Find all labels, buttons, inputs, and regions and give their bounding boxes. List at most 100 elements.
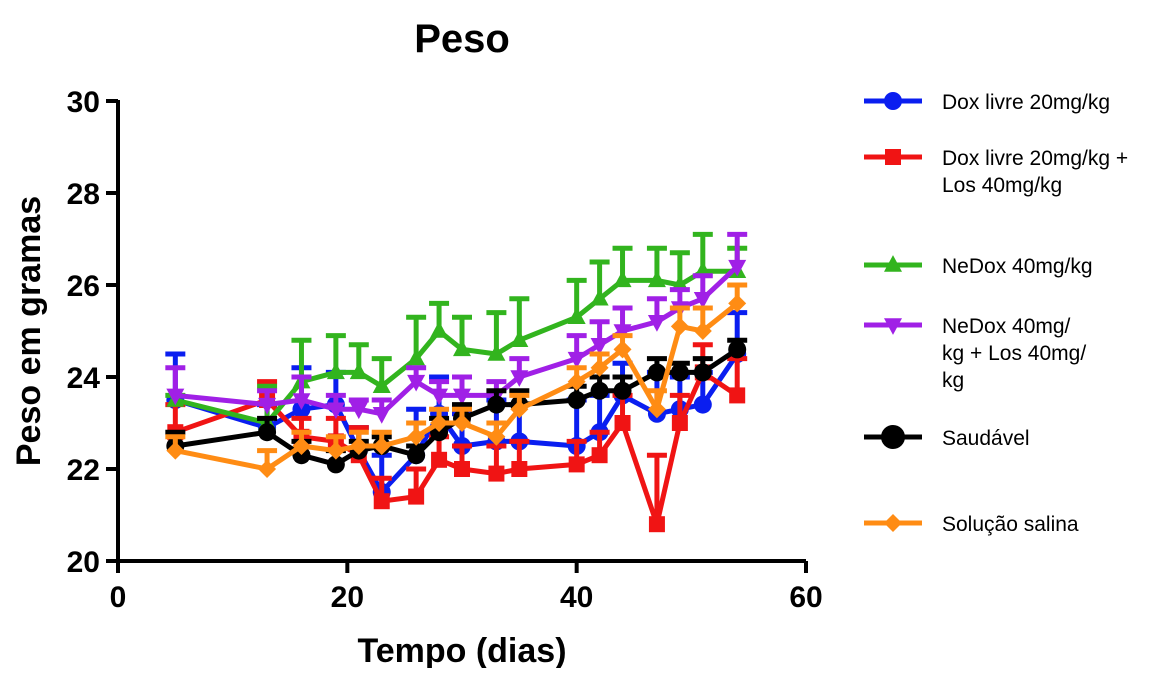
data-point	[728, 259, 747, 277]
legend-label-line: kg + Los 40mg/	[942, 342, 1086, 365]
legend-marker	[881, 425, 905, 449]
data-point	[166, 441, 185, 460]
y-tick-label: 24	[67, 362, 101, 395]
data-point	[487, 427, 506, 446]
data-point	[292, 393, 311, 410]
x-tick-label: 60	[789, 581, 822, 614]
data-point	[510, 370, 529, 387]
y-tick-label: 26	[67, 270, 100, 303]
data-point	[408, 488, 425, 505]
data-point	[728, 340, 747, 359]
y-tick-label: 22	[67, 454, 100, 487]
data-point	[372, 437, 391, 455]
data-point	[511, 461, 528, 477]
data-point	[453, 388, 471, 406]
data-point	[166, 388, 185, 406]
legend-label: Solução salina	[942, 513, 1079, 536]
data-point	[453, 339, 471, 357]
legend-label: Dox livre 20mg/kg + Los 40mg/kg	[942, 147, 1128, 197]
data-point	[430, 414, 449, 432]
data-point	[647, 400, 666, 419]
x-tick-label: 20	[331, 581, 364, 614]
legend-marker	[884, 318, 902, 335]
data-point	[567, 391, 586, 409]
data-point	[258, 423, 277, 442]
legend-label-line: Solução salina	[942, 513, 1079, 536]
data-point	[349, 362, 368, 380]
data-point	[487, 395, 506, 414]
data-point	[292, 437, 311, 455]
data-point	[326, 362, 345, 380]
legend-entry-1: Dox livre 20mg/kg	[864, 91, 1110, 114]
data-point	[693, 322, 712, 340]
legend-label-line: Dox livre 20mg/kg +	[942, 147, 1128, 170]
data-point	[648, 516, 665, 533]
data-point	[430, 388, 449, 406]
legend-label: NeDox 40mg/kg	[942, 255, 1093, 278]
legend-marker	[884, 255, 902, 272]
data-point	[258, 397, 277, 415]
data-point	[729, 387, 746, 404]
data-point	[693, 363, 712, 382]
data-point	[693, 395, 712, 414]
data-point	[590, 288, 609, 306]
data-point	[590, 338, 609, 355]
data-point	[613, 381, 632, 400]
data-point	[567, 372, 586, 391]
legend-entry-6: Solução salina	[864, 513, 1079, 536]
data-point	[373, 493, 390, 510]
x-tick-label: 40	[560, 581, 593, 614]
data-point	[647, 315, 666, 332]
legend-label-line: NeDox 40mg/	[942, 315, 1071, 338]
x-tick-label: 0	[110, 581, 127, 614]
data-point	[670, 363, 689, 382]
legend-marker	[884, 92, 902, 110]
data-point	[430, 321, 449, 338]
legend-entry-3: NeDox 40mg/kg	[864, 255, 1093, 278]
legend-label: Dox livre 20mg/kg	[942, 91, 1110, 114]
data-point	[647, 363, 666, 382]
legend-label-line: Dox livre 20mg/kg	[942, 91, 1110, 114]
legend-label-line: kg	[942, 369, 964, 392]
legend-marker	[885, 149, 901, 165]
data-point	[326, 455, 345, 474]
data-point	[670, 317, 689, 336]
data-point	[567, 307, 586, 324]
legend-label: Saudável	[942, 427, 1030, 450]
legend-entry-2: Dox livre 20mg/kg + Los 40mg/kg	[864, 147, 1128, 197]
legend-label-line: Los 40mg/kg	[942, 174, 1062, 197]
data-point	[613, 340, 632, 359]
plot-area	[165, 231, 748, 533]
data-point	[407, 348, 426, 366]
legend-entry-4: NeDox 40mg/kg + Los 40mg/kg	[864, 315, 1086, 392]
y-tick-label: 28	[67, 178, 100, 211]
data-point	[590, 358, 609, 377]
data-point	[590, 381, 609, 400]
legend-marker	[884, 514, 902, 532]
legend-entry-5: Saudável	[864, 425, 1030, 450]
data-point	[567, 351, 586, 369]
data-point	[372, 407, 391, 424]
data-point	[728, 294, 747, 313]
y-tick-label: 30	[67, 86, 100, 119]
data-point	[258, 460, 277, 478]
data-point	[613, 324, 632, 341]
legend-label: NeDox 40mg/kg + Los 40mg/kg	[942, 315, 1086, 392]
data-point	[568, 456, 585, 473]
x-axis-label: Tempo (dias)	[357, 632, 566, 668]
axes: 20 22 24 26 28 30 0 20 40 60	[67, 86, 823, 614]
series-6	[165, 282, 748, 478]
legend-label-line: NeDox 40mg/kg	[942, 255, 1093, 278]
legend: Dox livre 20mg/kg Dox livre 20mg/kg + Los …	[864, 91, 1128, 536]
data-point	[614, 415, 631, 431]
data-point	[454, 461, 470, 477]
data-point	[647, 270, 666, 288]
data-point	[407, 374, 426, 392]
y-tick-label: 20	[67, 546, 100, 579]
legend-label-line: Saudável	[942, 427, 1030, 450]
data-point	[349, 437, 368, 455]
data-point	[326, 402, 345, 420]
chart-title: Peso	[414, 17, 510, 61]
data-point	[671, 415, 688, 431]
